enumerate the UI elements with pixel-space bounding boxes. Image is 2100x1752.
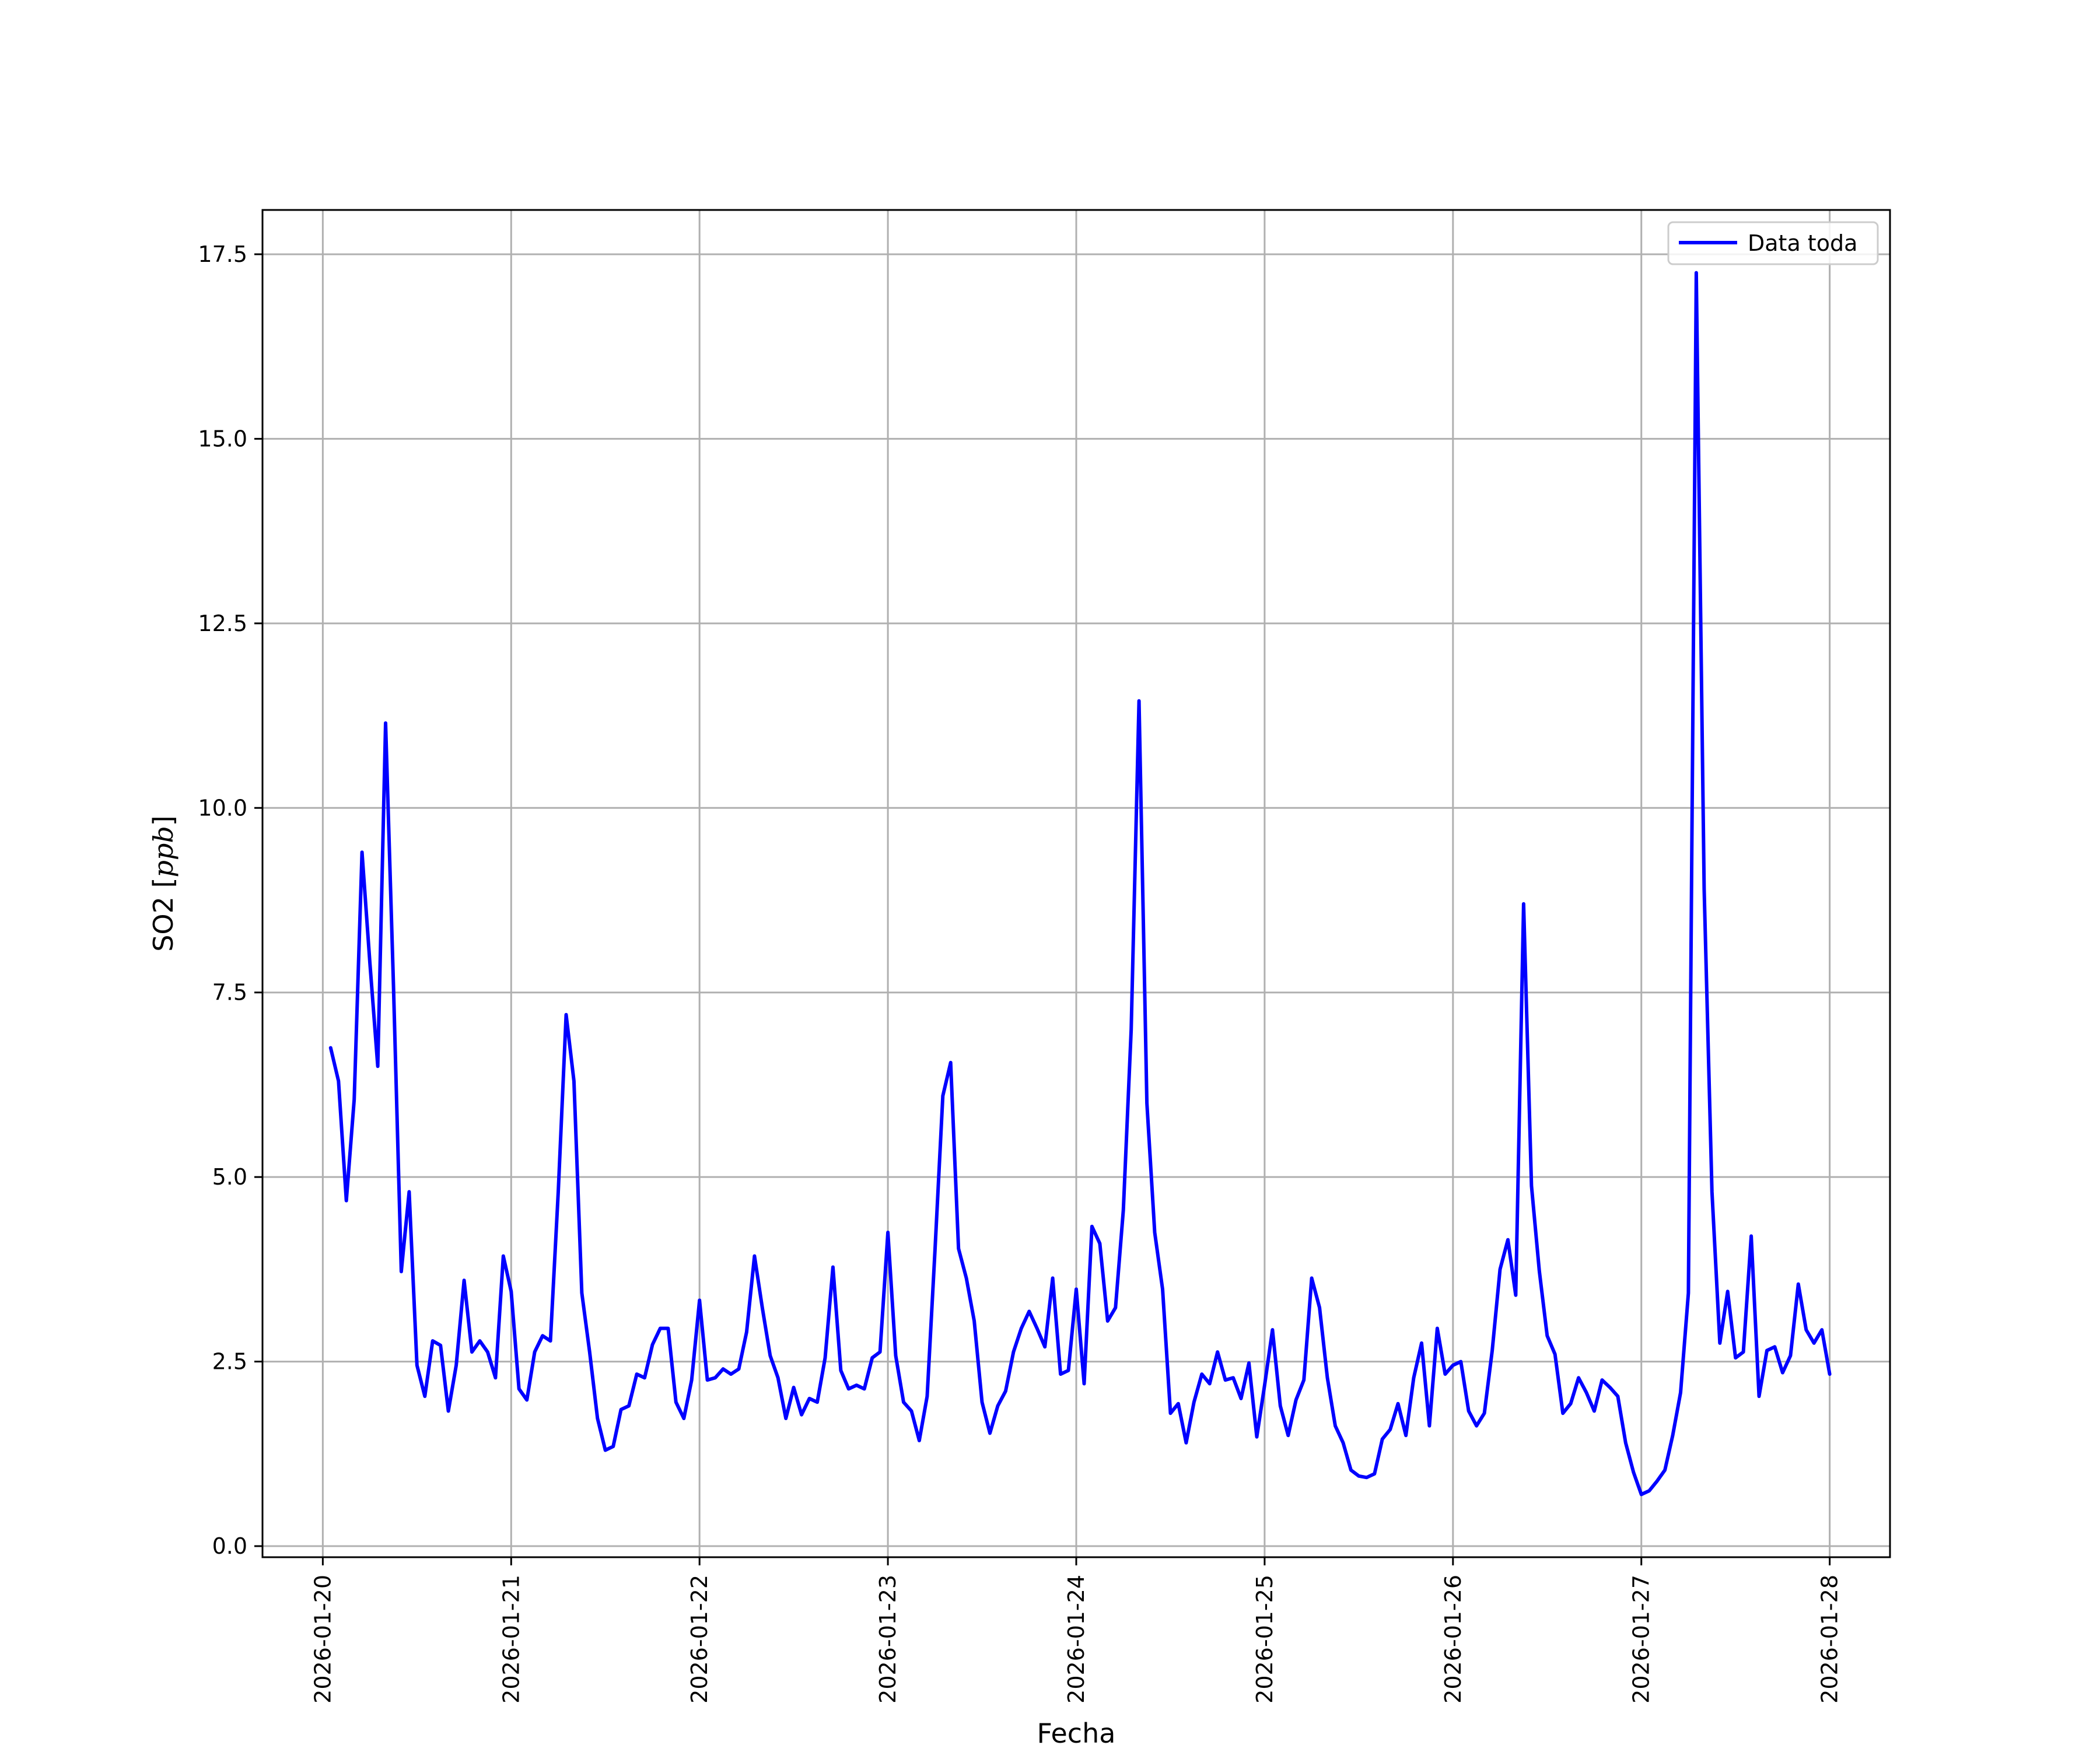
x-tick-label: 2026-01-20 bbox=[310, 1575, 335, 1704]
y-tick-label: 15.0 bbox=[198, 426, 247, 451]
x-axis-ticks: 2026-01-20 2026-01-21 2026-01-22 2026-01-23… bbox=[310, 1557, 1843, 1704]
legend: Data toda bbox=[1667, 221, 1879, 265]
x-tick-label: 2026-01-23 bbox=[875, 1575, 901, 1704]
y-axis-ticks: 0.0 2.5 5.0 7.5 10.0 12.5 15.0 17.5 bbox=[198, 241, 262, 1559]
y-axis-label-unit: ppb bbox=[148, 826, 179, 877]
y-tick-label: 17.5 bbox=[198, 241, 247, 267]
y-axis-label: SO2 [ppb] bbox=[148, 815, 179, 952]
x-tick-label: 2026-01-25 bbox=[1252, 1575, 1278, 1704]
y-tick-label: 5.0 bbox=[212, 1164, 247, 1190]
y-tick-label: 10.0 bbox=[198, 795, 247, 821]
x-tick-label: 2026-01-24 bbox=[1063, 1575, 1089, 1704]
x-tick-label: 2026-01-21 bbox=[498, 1575, 524, 1704]
y-tick-label: 12.5 bbox=[198, 611, 247, 636]
y-axis-label-close: ] bbox=[148, 815, 179, 826]
series-layer bbox=[328, 271, 1832, 1497]
y-axis-label-name: SO2 [ bbox=[148, 878, 179, 952]
legend-label-data-toda: Data toda bbox=[1748, 230, 1857, 256]
grid-lines bbox=[262, 210, 1890, 1557]
series-line-data-toda bbox=[328, 271, 1832, 1497]
legend-box bbox=[1667, 221, 1879, 265]
y-tick-label: 7.5 bbox=[212, 980, 247, 1005]
x-tick-label: 2026-01-28 bbox=[1817, 1575, 1843, 1704]
x-tick-label: 2026-01-26 bbox=[1440, 1575, 1466, 1704]
y-tick-label: 0.0 bbox=[212, 1533, 247, 1559]
x-axis-label: Fecha bbox=[1037, 1718, 1116, 1749]
y-tick-label: 2.5 bbox=[212, 1349, 247, 1375]
x-tick-label: 2026-01-22 bbox=[687, 1575, 712, 1704]
x-tick-label: 2026-01-27 bbox=[1629, 1575, 1654, 1704]
